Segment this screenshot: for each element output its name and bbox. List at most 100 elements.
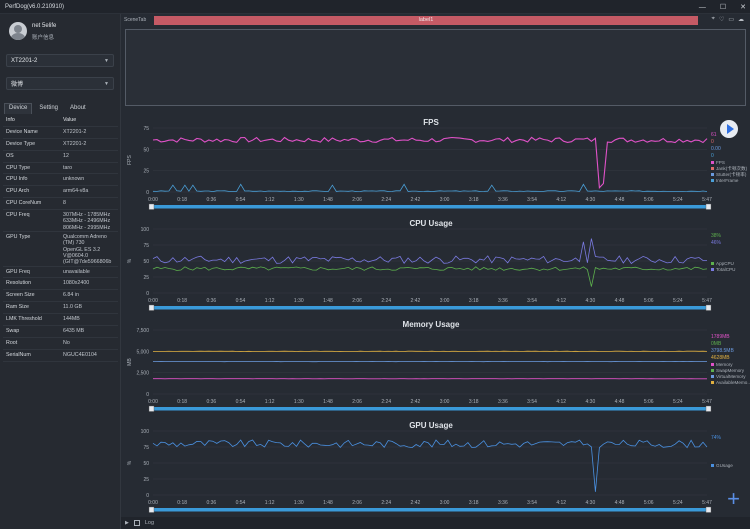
x-tick-label: 4:30: [586, 197, 596, 203]
time-range-scrollbar[interactable]: [150, 306, 710, 310]
table-row: SerialNum NGUC4E0104: [3, 350, 118, 362]
x-tick-label: 5:47: [702, 298, 712, 304]
scrollbar-handle-right[interactable]: [705, 506, 712, 513]
user-panel[interactable]: net 5elife 账户信息: [6, 20, 116, 48]
header-info: Info: [6, 117, 15, 123]
table-row: CPU CoreNum 8: [3, 198, 118, 211]
log-checkbox[interactable]: [133, 520, 140, 526]
app-select[interactable]: 微博 ▼: [6, 77, 114, 90]
x-tick-label: 5:24: [673, 197, 683, 203]
scrollbar-handle-right[interactable]: [705, 304, 712, 311]
x-tick-label: 2:42: [411, 298, 421, 304]
series-line: [152, 238, 707, 265]
x-tick-label: 3:18: [469, 399, 479, 405]
scrollbar-handle-right[interactable]: [705, 203, 712, 210]
scrollbar-handle-left[interactable]: [148, 203, 155, 210]
location-icon[interactable]: ⌖: [711, 16, 715, 22]
scene-area[interactable]: [125, 29, 746, 106]
y-tick-label: 5,000: [136, 349, 149, 355]
x-tick-label: 0:54: [236, 399, 246, 405]
expand-icon[interactable]: ▶: [125, 520, 129, 526]
table-row: Device Type XT2201-2: [3, 139, 118, 151]
scrollbar-handle-left[interactable]: [148, 304, 155, 311]
heart-icon[interactable]: ♡: [718, 17, 725, 23]
time-range-scrollbar[interactable]: [150, 205, 710, 209]
x-tick-label: 2:42: [411, 197, 421, 203]
y-tick-label: 75: [143, 243, 149, 249]
time-range-scrollbar[interactable]: [150, 407, 710, 411]
y-tick-label: 7,500: [136, 328, 149, 334]
info-key: CPU Type: [6, 164, 31, 171]
close-button[interactable]: ✕: [740, 4, 746, 11]
add-chart-button[interactable]: +: [727, 486, 740, 511]
x-tick-label: 2:24: [381, 298, 391, 304]
chart-title: Memory Usage: [403, 320, 460, 329]
info-key: CPU CoreNum: [6, 200, 42, 207]
device-select-value: XT2201-2: [11, 57, 38, 64]
legend-entry: GUsage: [716, 463, 733, 468]
info-value: XT2201-2: [63, 128, 87, 135]
x-tick-label: 3:00: [440, 298, 450, 304]
legend-swatch: [711, 464, 714, 467]
x-tick-label: 4:12: [556, 500, 566, 506]
table-row: Swap 6435 MB: [3, 326, 118, 338]
user-name: net 5elife: [32, 23, 57, 29]
x-tick-label: 3:18: [469, 500, 479, 506]
table-row: Ram Size 11.0 GB: [3, 302, 118, 315]
legend-entry: AvailableMemo...: [716, 380, 750, 385]
tab-device[interactable]: Device: [4, 103, 33, 114]
avatar: [9, 22, 27, 40]
x-tick-label: 2:42: [411, 500, 421, 506]
series-current-value: 1789MB: [711, 334, 730, 340]
tab-about[interactable]: About: [70, 105, 86, 111]
table-header-row: Info Value: [3, 115, 118, 127]
series-current-value: 0.00: [711, 146, 721, 152]
time-range-scrollbar[interactable]: [150, 508, 710, 512]
x-tick-label: 1:48: [323, 399, 333, 405]
info-key: Device Type: [6, 140, 36, 147]
info-key: GPU Freq: [6, 268, 30, 275]
info-key: LMK Threshold: [6, 316, 42, 323]
x-tick-label: 0:00: [148, 298, 158, 304]
legend-swatch: [711, 369, 714, 372]
folder-icon[interactable]: ▭: [728, 17, 734, 23]
table-row: Screen Size 6.84 in: [3, 290, 118, 303]
x-tick-label: 3:36: [498, 298, 508, 304]
legend-swatch: [711, 375, 714, 378]
x-tick-label: 3:36: [498, 500, 508, 506]
y-axis-label: %: [127, 258, 133, 263]
y-tick-label: 50: [143, 147, 149, 153]
x-tick-label: 1:30: [294, 500, 304, 506]
x-tick-label: 0:36: [206, 197, 216, 203]
y-tick-label: 0: [146, 291, 149, 297]
x-tick-label: 4:30: [586, 500, 596, 506]
legend-entry: AppCPU: [716, 261, 734, 266]
cloud-icon[interactable]: ☁: [738, 17, 744, 23]
info-value: 8: [63, 200, 66, 207]
x-tick-label: 4:12: [556, 197, 566, 203]
scene-label-bar[interactable]: label1: [154, 16, 698, 25]
x-tick-label: 5:47: [702, 500, 712, 506]
play-button[interactable]: [720, 120, 738, 138]
x-tick-label: 5:24: [673, 399, 683, 405]
minimize-button[interactable]: —: [698, 3, 706, 11]
device-select[interactable]: XT2201-2 ▼: [6, 54, 114, 67]
table-row: Device Name XT2201-2: [3, 127, 118, 139]
y-axis-label: FPS: [127, 154, 133, 164]
info-key: CPU Arch: [6, 188, 30, 195]
maximize-button[interactable]: ☐: [719, 4, 727, 11]
account-info-link[interactable]: 账户信息: [32, 35, 55, 41]
tab-setting[interactable]: Setting: [39, 105, 59, 111]
x-tick-label: 5:06: [644, 399, 654, 405]
scrollbar-handle-right[interactable]: [705, 405, 712, 412]
chart-title: FPS: [423, 118, 439, 127]
info-value: arm64-v8a: [63, 188, 89, 195]
y-tick-label: 50: [143, 461, 149, 467]
x-tick-label: 0:36: [206, 399, 216, 405]
scrollbar-handle-left[interactable]: [148, 405, 155, 412]
y-axis-label: MB: [127, 358, 133, 366]
x-tick-label: 1:12: [265, 399, 275, 405]
info-value: 6435 MB: [63, 327, 85, 334]
x-tick-label: 0:18: [177, 399, 187, 405]
scrollbar-handle-left[interactable]: [148, 506, 155, 513]
